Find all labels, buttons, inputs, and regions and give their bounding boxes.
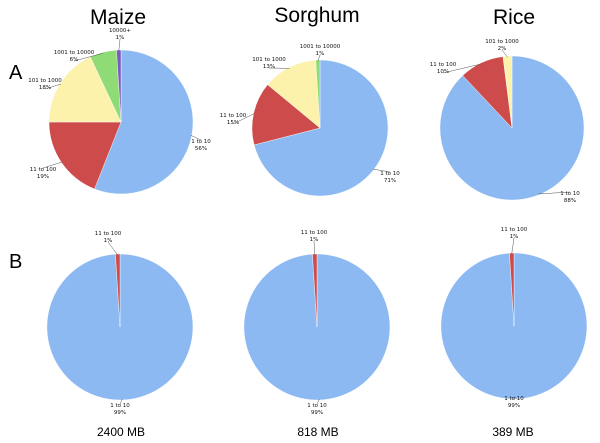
pie-label-leader-line <box>511 237 515 255</box>
pie-slice-label-1-to-10: 1 to 10 88% <box>560 191 580 204</box>
pie-slice-label-11-to-100: 11 to 100 10% <box>430 62 457 75</box>
pie-label-leader-line <box>44 83 62 90</box>
pie-slice-label-11-to-100: 11 to 100 1% <box>501 227 528 240</box>
pie-label-leader-line <box>538 191 571 195</box>
pie-chart-rice-b: 1 to 10 99% 11 to 100 1% <box>440 227 588 409</box>
pie-chart-maize-b: 1 to 10 99% 11 to 100 1% <box>46 231 194 416</box>
pie-slice-label-101-to-1000: 101 to 1000 13% <box>252 57 286 70</box>
pie-slice-label-11-to-100: 11 to 100 15% <box>220 113 247 126</box>
pie-label-leader-line <box>501 49 508 58</box>
pie-slice-1-to-10 <box>94 49 194 195</box>
pie-label-leader-line <box>232 113 255 125</box>
pie-slice-1001-to-10000 <box>315 59 321 129</box>
pie-label-leader-line <box>372 168 391 173</box>
pie-slice-label-1-to-10: 1 to 10 71% <box>380 171 400 184</box>
row-label-b: B <box>9 251 22 273</box>
pie-slice-1-to-10 <box>253 59 389 197</box>
pie-label-leader-line <box>73 52 104 62</box>
pie-slice-label-1001-to-10000: 1001 to 10000 1% <box>300 44 341 57</box>
row-label-a: A <box>9 62 23 84</box>
pie-label-leader-line <box>313 240 315 256</box>
pie-slice-11-to-100 <box>251 84 321 146</box>
pie-slice-label-1001-to-10000: 1001 to 10000 6% <box>54 50 95 63</box>
pie-slice-101-to-1000 <box>267 59 321 129</box>
pie-label-leader-line <box>119 398 123 405</box>
pie-slice-label-1-to-10: 1 to 10 99% <box>307 403 327 416</box>
pie-slice-11-to-100 <box>48 121 122 190</box>
pie-slice-label-1-to-10: 1 to 10 99% <box>504 396 524 409</box>
pie-chart-sorghum-a: 1 to 10 71% 11 to 100 15% 101 to 1000 13% 1001… <box>220 44 400 197</box>
pie-slice-101-to-1000 <box>502 55 513 129</box>
chart-title-rice: Rice <box>493 6 535 29</box>
pie-label-leader-line <box>513 396 517 399</box>
pie-slice-label-101-to-1000: 101 to 1000 2% <box>485 39 519 52</box>
chart-title-maize: Maize <box>90 6 146 29</box>
pie-slice-label-101-to-1000: 101 to 1000 18% <box>28 78 62 91</box>
pie-slice-11-to-100 <box>115 253 121 328</box>
size-label-sorghum: 818 MB <box>297 425 338 439</box>
pie-slice-101-to-1000 <box>48 56 122 123</box>
pie-label-leader-line <box>107 241 118 256</box>
pie-chart-maize-a: 1 to 10 56% 11 to 100 19% 101 to 1000 18% 1001… <box>28 28 211 195</box>
pie-label-leader-line <box>118 38 121 52</box>
pie-slice-label-1-to-10: 1 to 10 99% <box>110 403 130 416</box>
chart-title-sorghum: Sorghum <box>274 4 359 27</box>
pie-label-leader-line <box>316 398 320 405</box>
pie-label-leader-line <box>317 54 321 62</box>
pie-chart-rice-a: 1 to 10 88% 11 to 100 10% 101 to 1000 2% <box>430 39 585 204</box>
size-label-maize: 2400 MB <box>97 425 145 439</box>
size-label-rice: 389 MB <box>492 425 533 439</box>
pie-slice-label-11-to-100: 11 to 100 1% <box>301 230 328 243</box>
pie-label-leader-line <box>442 63 482 74</box>
pie-slice-label-11-to-100: 11 to 100 1% <box>95 231 122 244</box>
pie-label-leader-line <box>190 135 202 141</box>
pie-slice-label-1-to-10: 1 to 10 56% <box>191 139 211 152</box>
pie-chart-sorghum-b: 1 to 10 99% 11 to 100 1% <box>243 230 391 416</box>
pie-slice-label-10000-plus: 10000+ 1% <box>109 28 131 41</box>
pie-slice-label-11-to-100: 11 to 100 19% <box>30 167 57 180</box>
pie-label-leader-line <box>42 161 63 169</box>
